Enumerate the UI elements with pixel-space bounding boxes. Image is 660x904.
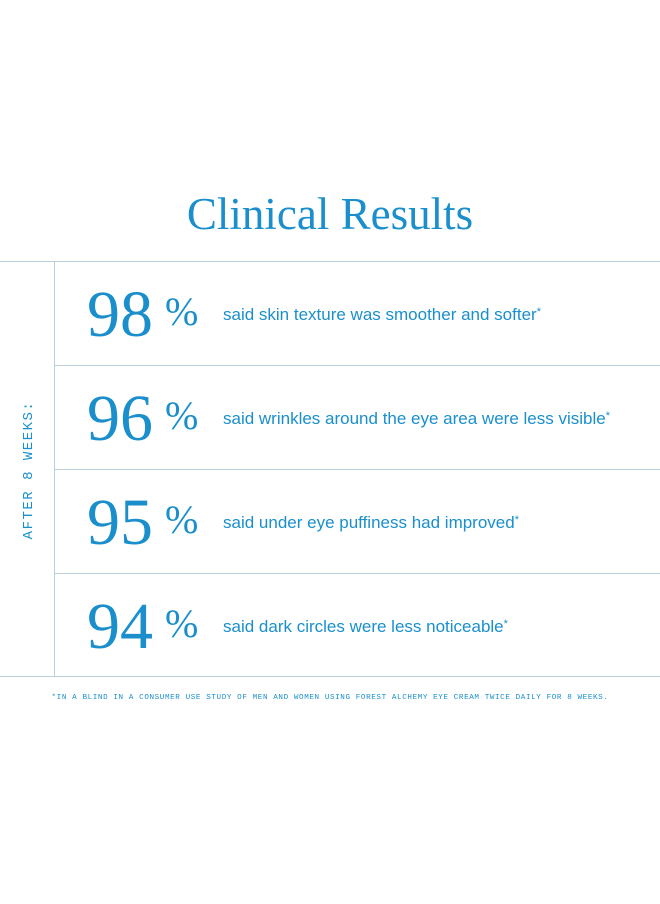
result-text: said wrinkles around the eye area were l… (223, 408, 610, 430)
result-text: said under eye puffiness had improved* (223, 512, 519, 534)
result-value: 96 (87, 382, 153, 455)
footnote-mark: * (536, 306, 541, 318)
footnote-mark: * (605, 410, 610, 422)
result-unit: % (165, 601, 199, 646)
result-text-content: said dark circles were less noticeable (223, 617, 504, 636)
result-value: 98 (87, 278, 153, 351)
result-value: 95 (87, 486, 153, 559)
result-text-content: said under eye puffiness had improved (223, 513, 515, 532)
result-text: said dark circles were less noticeable* (223, 616, 508, 638)
page-title: Clinical Results (186, 189, 474, 239)
result-text-content: said wrinkles around the eye area were l… (223, 409, 606, 428)
result-unit: % (165, 289, 199, 334)
result-row: 96 % said wrinkles around the eye area w… (55, 366, 660, 470)
result-row: 98 % said skin texture was smoother and … (55, 262, 660, 366)
duration-label: AFTER 8 WEEKS: (21, 400, 37, 540)
results-panel: AFTER 8 WEEKS: 98 % said skin texture wa… (0, 261, 660, 677)
result-unit: % (165, 393, 199, 438)
footnote: *IN A BLIND IN A CONSUMER USE STUDY OF M… (51, 694, 609, 702)
footnote-mark: * (514, 514, 519, 526)
result-row: 95 % said under eye puffiness had improv… (55, 470, 660, 574)
result-row: 94 % said dark circles were less noticea… (55, 574, 660, 678)
result-text-content: said skin texture was smoother and softe… (223, 305, 537, 324)
result-text: said skin texture was smoother and softe… (223, 304, 541, 326)
results-list: 98 % said skin texture was smoother and … (55, 262, 660, 676)
result-unit: % (165, 497, 199, 542)
result-value: 94 (87, 590, 153, 663)
side-column: AFTER 8 WEEKS: (0, 262, 55, 676)
footnote-mark: * (503, 618, 508, 630)
